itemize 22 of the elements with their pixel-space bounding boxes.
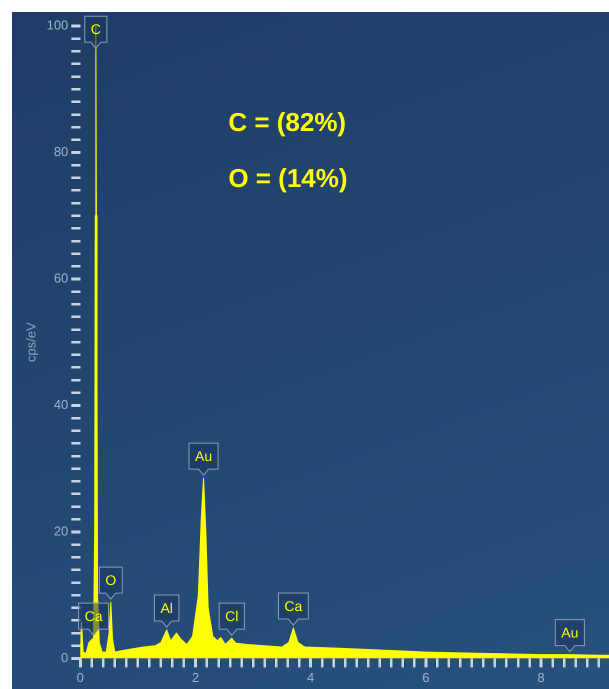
annotation: Au [194, 448, 212, 464]
y-tick-label: 60 [54, 270, 68, 286]
annotation: C = (82%) [228, 107, 346, 138]
annotation: Ca [84, 608, 103, 624]
x-tick-label: 6 [422, 670, 430, 685]
y-axis-title: cps/eV [23, 322, 38, 362]
x-tick-label: 2 [192, 670, 200, 685]
annotation: Ca [284, 598, 303, 614]
annotation: O = (14%) [228, 163, 348, 194]
y-tick-label: 20 [54, 524, 68, 538]
y-tick-label: 40 [54, 397, 68, 412]
x-tick-label: 8 [537, 670, 545, 685]
annotation: Al [160, 600, 173, 616]
x-tick-label: 4 [307, 670, 314, 685]
annotation: Au [561, 624, 578, 640]
y-tick-label: 100 [46, 18, 68, 33]
annotation: O [105, 572, 116, 588]
y-tick-label: 80 [54, 144, 68, 160]
annotation: C [90, 21, 101, 38]
x-tick-label: 0 [76, 670, 84, 685]
annotation: Cl [225, 608, 238, 624]
y-tick-label: 0 [61, 650, 68, 665]
